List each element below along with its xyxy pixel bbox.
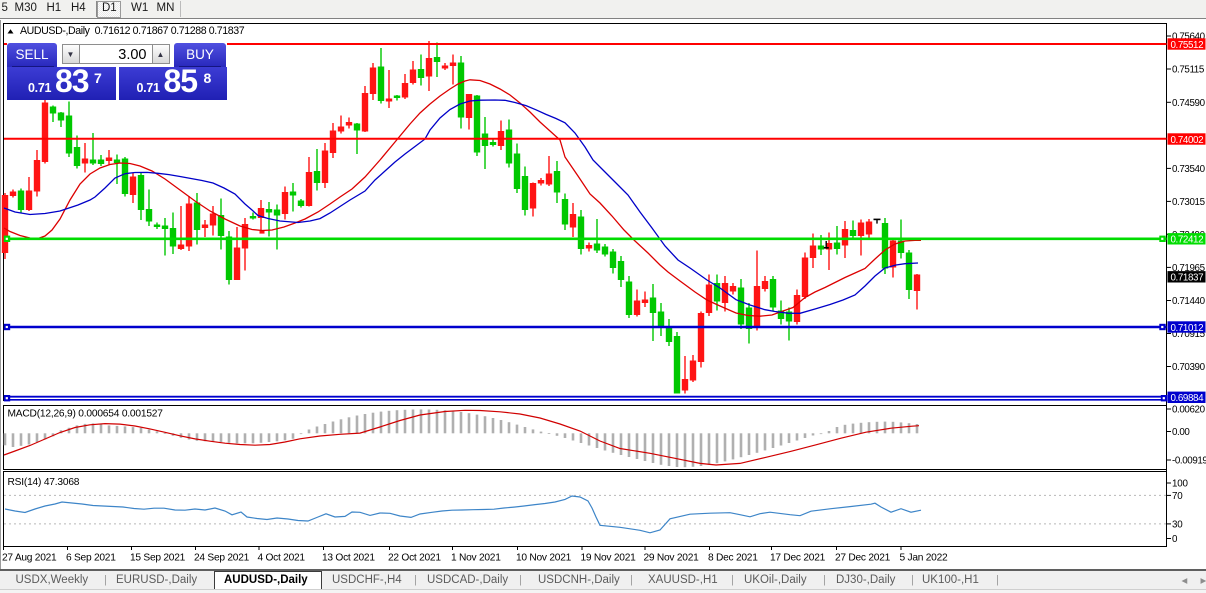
svg-text:0.71965: 0.71965	[1172, 263, 1206, 274]
svg-text:29 Nov 2021: 29 Nov 2021	[644, 553, 700, 564]
svg-text:0.73015: 0.73015	[1172, 197, 1206, 208]
svg-text:8 Dec 2021: 8 Dec 2021	[708, 553, 758, 564]
svg-text:0.73540: 0.73540	[1172, 164, 1206, 175]
svg-text:17 Dec 2021: 17 Dec 2021	[770, 553, 826, 564]
svg-text:AUDUSD-,Daily 0.71612 0.71867: AUDUSD-,Daily 0.71612 0.71867 0.71288 0.…	[20, 25, 245, 37]
svg-text:MACD(12,26,9) 0.000654 0.00152: MACD(12,26,9) 0.000654 0.001527	[8, 409, 164, 420]
svg-text:22 Oct 2021: 22 Oct 2021	[388, 553, 441, 564]
svg-text:19 Nov 2021: 19 Nov 2021	[581, 553, 637, 564]
svg-text:27 Aug 2021: 27 Aug 2021	[2, 553, 57, 564]
svg-text:0.71440: 0.71440	[1172, 296, 1206, 307]
svg-text:30: 30	[1172, 519, 1183, 530]
svg-text:0.75115: 0.75115	[1172, 65, 1205, 76]
svg-text:4 Oct 2021: 4 Oct 2021	[258, 553, 306, 564]
svg-text:27 Dec 2021: 27 Dec 2021	[835, 553, 891, 564]
svg-text:0.69884: 0.69884	[1171, 393, 1205, 404]
svg-text:100: 100	[1172, 479, 1188, 490]
svg-text:10 Nov 2021: 10 Nov 2021	[516, 553, 572, 564]
svg-text:0.72412: 0.72412	[1171, 235, 1204, 246]
svg-text:1 Nov 2021: 1 Nov 2021	[451, 553, 501, 564]
svg-text:0.71837: 0.71837	[1171, 273, 1204, 284]
svg-text:0.75512: 0.75512	[1171, 40, 1204, 51]
svg-text:0.74002: 0.74002	[1171, 135, 1204, 146]
svg-text:0.74590: 0.74590	[1172, 98, 1206, 109]
svg-text:RSI(14) 47.3068: RSI(14) 47.3068	[8, 477, 80, 488]
svg-text:70: 70	[1172, 491, 1183, 502]
svg-text:15 Sep 2021: 15 Sep 2021	[130, 553, 186, 564]
svg-text:5 Jan 2022: 5 Jan 2022	[900, 553, 948, 564]
svg-text:24 Sep 2021: 24 Sep 2021	[194, 553, 250, 564]
svg-text:0: 0	[1172, 534, 1178, 545]
svg-text:0.70390: 0.70390	[1172, 362, 1206, 373]
svg-text:0.75640: 0.75640	[1172, 32, 1206, 43]
svg-text:-0.00919: -0.00919	[1172, 456, 1206, 467]
svg-text:6 Sep 2021: 6 Sep 2021	[66, 553, 116, 564]
svg-text:0.00620: 0.00620	[1172, 405, 1206, 416]
svg-text:13 Oct 2021: 13 Oct 2021	[322, 553, 375, 564]
svg-text:0.00: 0.00	[1172, 427, 1190, 438]
svg-text:0.71012: 0.71012	[1171, 323, 1204, 334]
svg-text:0.70915: 0.70915	[1172, 329, 1206, 340]
